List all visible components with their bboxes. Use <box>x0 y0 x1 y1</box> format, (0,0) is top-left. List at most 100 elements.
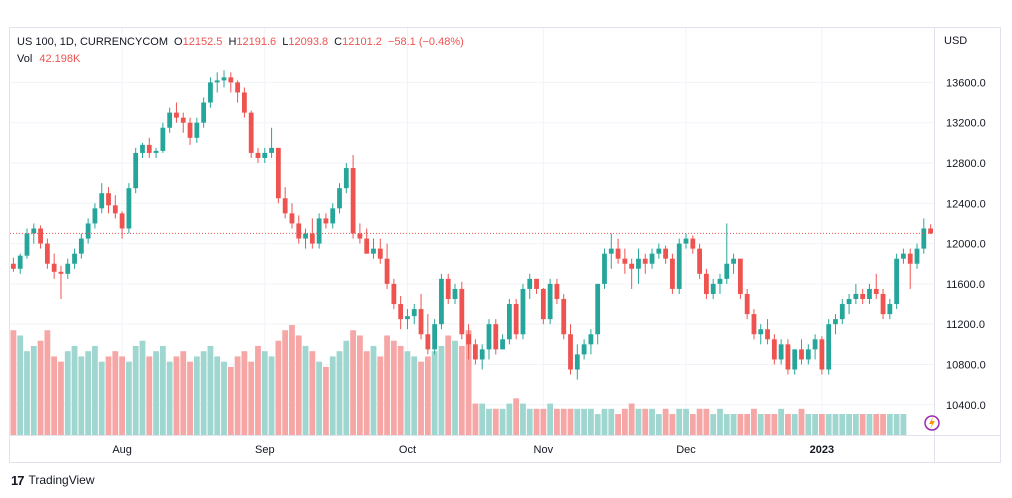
volume-bar <box>520 403 526 435</box>
chart-frame <box>9 27 1001 463</box>
candle-body <box>513 304 519 335</box>
volume-bar <box>900 414 907 435</box>
volume-bar <box>730 414 737 435</box>
volume-bar <box>248 361 255 435</box>
volume-bar <box>492 408 499 435</box>
volume-bar <box>683 408 689 435</box>
candle-body <box>235 82 240 93</box>
candle-body <box>921 228 927 249</box>
candle-body <box>676 243 682 289</box>
volume-bar <box>608 408 615 435</box>
volume-bar <box>159 345 166 435</box>
candle-body <box>24 233 30 256</box>
volume-bar <box>764 414 771 435</box>
volume-bar <box>696 408 703 435</box>
volume-bar <box>819 414 825 435</box>
volume-bar <box>445 335 452 435</box>
candle-body <box>106 193 111 206</box>
volume-bar <box>363 351 370 435</box>
volume-bar <box>554 408 560 435</box>
candle-body <box>92 208 98 224</box>
volume-bar <box>431 351 438 435</box>
volume-bar <box>214 356 221 435</box>
candle-body <box>364 238 370 254</box>
volume-bar <box>567 408 574 435</box>
candle-body <box>914 248 920 264</box>
candle-body <box>201 102 207 123</box>
volume-bar <box>200 351 207 435</box>
price-tick-label: 12400.0 <box>946 198 986 210</box>
volume-bar <box>350 330 356 435</box>
volume-bar <box>737 414 744 435</box>
volume-bar <box>384 335 390 435</box>
close-key: C <box>334 36 343 48</box>
candle-body <box>357 233 363 239</box>
high-value: 12191.6 <box>236 36 277 48</box>
currency-label[interactable]: USD <box>944 35 968 47</box>
volume-bar <box>24 351 30 435</box>
candle-body <box>282 198 288 214</box>
candle-body <box>588 334 594 345</box>
high-key: H <box>228 36 237 48</box>
candle-body <box>758 329 764 335</box>
volume-bar <box>893 414 900 435</box>
price-tick-label: 13600.0 <box>946 77 986 89</box>
candle-body <box>574 354 580 370</box>
volume-bar <box>261 351 268 435</box>
candle-body <box>99 193 105 209</box>
candle-body <box>656 248 662 254</box>
volume-bar <box>390 340 397 435</box>
candle-body <box>432 324 438 350</box>
ohlc-legend: US 100, 1D, CURRENCYCOM O12152.5 H12191.… <box>17 36 464 48</box>
candle-body <box>303 233 308 239</box>
volume-bar <box>588 408 594 435</box>
candle-body <box>418 309 424 335</box>
candle-body <box>473 344 478 360</box>
volume-bar <box>723 414 730 435</box>
volume-bar <box>234 356 241 435</box>
volume-bar <box>846 414 852 435</box>
volume-bar <box>44 330 51 435</box>
volume-bar <box>859 414 866 435</box>
volume-bar <box>452 340 458 435</box>
candle-body <box>506 304 512 340</box>
candle-body <box>228 77 234 83</box>
volume-bar <box>323 366 329 435</box>
volume-bar <box>506 403 513 435</box>
volume-bar <box>615 414 621 435</box>
candle-body <box>411 309 417 317</box>
candle-body <box>140 144 145 153</box>
volume-bar <box>58 361 64 435</box>
candle-body <box>581 344 587 355</box>
volume-bar <box>791 414 798 435</box>
candle-body <box>309 233 315 244</box>
candle-body <box>751 314 757 335</box>
candle-body <box>350 168 356 234</box>
volume-bar <box>404 351 411 435</box>
candle-body <box>112 205 118 214</box>
volume-bar <box>166 361 173 435</box>
volume-bar <box>540 408 547 435</box>
volume-bar <box>78 356 85 435</box>
candle-body <box>316 218 322 244</box>
volume-bar <box>757 414 764 435</box>
volume-bar <box>812 414 818 435</box>
volume-bar <box>751 408 757 435</box>
low-key: L <box>282 36 289 48</box>
candle-body <box>160 127 166 151</box>
price-tick-label: 13200.0 <box>946 118 986 130</box>
volume-bar <box>37 340 44 435</box>
candle-body <box>425 334 431 350</box>
candle-body <box>710 283 716 294</box>
candle-body <box>221 77 227 81</box>
volume-bar <box>465 330 472 435</box>
volume-bar <box>146 356 153 435</box>
candle-body <box>928 228 933 234</box>
candle-body <box>697 248 702 274</box>
candle-body <box>853 293 859 299</box>
volume-bar <box>309 351 316 435</box>
tradingview-logo[interactable]: 17 TradingView <box>11 472 95 488</box>
candle-body <box>343 168 349 189</box>
time-tick-label: Sep <box>255 444 275 456</box>
